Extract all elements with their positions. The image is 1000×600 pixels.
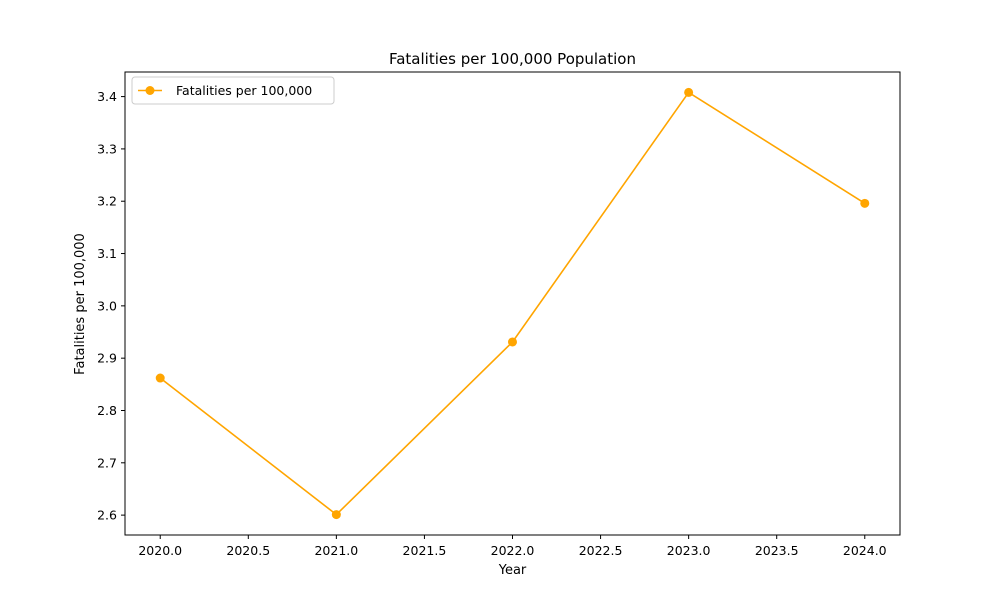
x-tick-label: 2022.0: [491, 543, 535, 558]
legend-marker-swatch: [145, 86, 155, 95]
y-tick-label: 2.8: [97, 403, 117, 418]
data-point: [508, 337, 517, 347]
legend-entry-label: Fatalities per 100,000: [176, 83, 312, 98]
x-tick-label: 2021.0: [314, 543, 358, 558]
x-tick-label: 2023.5: [755, 543, 799, 558]
x-axis: 2020.0 2020.5 2021.0 2021.5 2022.0 2022.5 2023…: [138, 535, 887, 558]
x-tick-label: 2021.5: [403, 543, 447, 558]
y-tick-label: 2.7: [97, 455, 117, 470]
data-point: [155, 373, 165, 383]
y-tick-label: 3.1: [97, 246, 117, 261]
x-tick-label: 2024.0: [843, 543, 887, 558]
y-tick-label: 3.0: [97, 298, 117, 313]
data-point: [860, 198, 870, 208]
data-point: [331, 510, 341, 520]
y-tick-label: 3.2: [97, 194, 117, 209]
x-tick-label: 2022.5: [579, 543, 623, 558]
x-tick-label: 2020.0: [138, 543, 182, 558]
data-point: [684, 87, 694, 97]
y-tick-label: 2.9: [97, 351, 117, 366]
chart-title: Fatalities per 100,000 Population: [389, 50, 636, 68]
y-tick-label: 3.3: [97, 141, 117, 156]
x-tick-label: 2020.5: [226, 543, 270, 558]
x-tick-label: 2023.0: [667, 543, 711, 558]
legend: Fatalities per 100,000: [131, 76, 335, 105]
legend-box: [131, 76, 335, 105]
y-tick-label: 3.4: [97, 89, 117, 104]
series-layer: [155, 87, 870, 520]
x-axis-label: Year: [498, 563, 527, 578]
y-axis-label: Fatalities per 100,000: [73, 233, 88, 375]
y-axis: 2.6 2.7 2.8 2.9 3.0 3.1 3.2 3.3 3.4: [97, 89, 125, 523]
y-tick-label: 2.6: [97, 508, 117, 523]
